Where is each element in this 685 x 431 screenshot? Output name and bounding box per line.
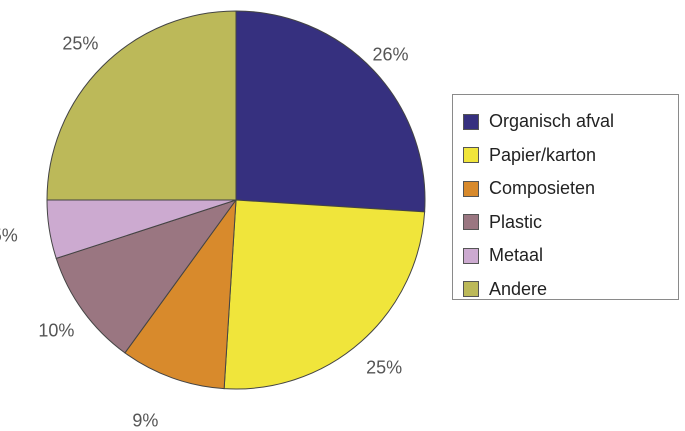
legend-label: Composieten <box>489 178 596 199</box>
legend-item-andere: Andere <box>463 273 678 307</box>
pie-slice-andere <box>46 10 237 201</box>
legend-swatch <box>463 180 479 197</box>
data-label-composieten: 9% <box>132 410 159 431</box>
pie-slice-papier-karton <box>223 199 426 390</box>
legend-item-papier-karton: Papier/karton <box>463 139 678 173</box>
legend-swatch <box>463 113 479 130</box>
data-label-organisch-afval: 26% <box>372 44 409 65</box>
legend-label: Metaal <box>489 245 544 266</box>
legend-label: Papier/karton <box>489 144 597 165</box>
data-label-papier-karton: 25% <box>366 357 403 378</box>
legend-label: Andere <box>489 278 548 299</box>
legend-item-organisch-afval: Organisch afval <box>463 105 678 139</box>
data-label-metaal: 5% <box>0 225 18 246</box>
legend-swatch <box>463 281 479 298</box>
legend-swatch <box>463 214 479 231</box>
legend-label: Plastic <box>489 211 543 232</box>
legend-item-composieten: Composieten <box>463 172 678 206</box>
legend-item-plastic: Plastic <box>463 206 678 240</box>
pie-chart <box>46 10 426 390</box>
pie-slice-composieten <box>124 198 237 390</box>
legend-swatch <box>463 247 479 264</box>
chart-stage: 26% 25% 9% 10% 5% 25% Organisch afval Papier/… <box>0 10 679 430</box>
data-label-plastic: 10% <box>38 320 75 340</box>
legend-swatch <box>463 147 479 164</box>
legend-label: Organisch afval <box>489 111 615 132</box>
pie-slice-plastic <box>55 199 238 354</box>
pie-slice-organisch-afval <box>235 10 426 213</box>
legend-item-metaal: Metaal <box>463 239 678 273</box>
chart-legend: Organisch afval Papier/karton Composiete… <box>452 94 679 300</box>
data-label-andere: 25% <box>62 33 99 54</box>
